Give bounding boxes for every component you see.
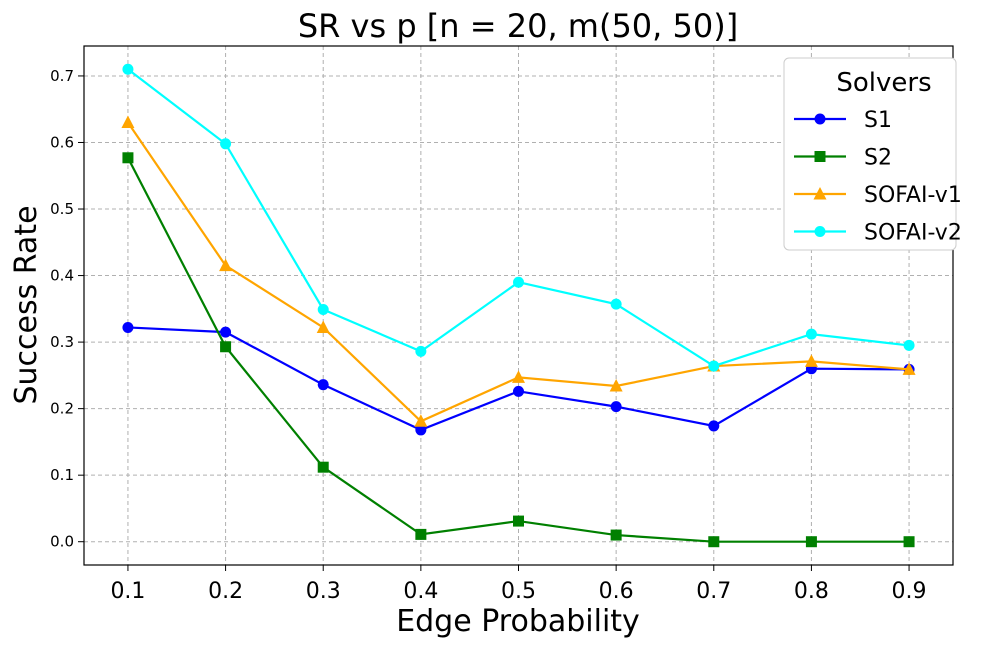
data-point-s1 [122, 321, 134, 333]
legend-title: Solvers [836, 68, 931, 98]
legend-entries: S1 S2 SOFAI-v1 SOFAI-v2 [794, 108, 962, 246]
legend-swatch-marker [813, 187, 827, 200]
data-point-sofai-v1 [512, 370, 525, 383]
data-point-sofai-v2 [415, 345, 427, 357]
legend-entry-sofai-v1: SOFAI-v1 [794, 183, 962, 208]
data-point-s2 [805, 536, 817, 548]
data-point-sofai-v2 [708, 360, 720, 372]
data-point-s2 [317, 461, 329, 473]
data-point-s2 [610, 529, 622, 541]
data-point-s1 [415, 424, 427, 436]
x-tick-label: 0.9 [892, 579, 927, 604]
x-tick-label: 0.7 [696, 579, 731, 604]
x-tick-label: 0.2 [208, 579, 243, 604]
legend-entry-s1: S1 [794, 108, 892, 133]
data-point-sofai-v1 [414, 414, 428, 427]
series-s1 [122, 321, 915, 436]
x-axis-ticks: 0.1 0.2 0.3 0.4 0.5 0.6 0.7 0.8 0.9 [110, 565, 927, 604]
data-point-sofai-v2 [220, 138, 232, 150]
data-point-sofai-v2 [317, 303, 329, 315]
legend-label: S1 [864, 108, 892, 133]
y-tick-label: 0.4 [50, 267, 74, 285]
series-layer [121, 63, 916, 548]
data-point-s2 [903, 536, 915, 548]
data-point-sofai-v1 [804, 354, 818, 367]
data-point-s1 [708, 420, 720, 432]
data-point-s1 [317, 379, 329, 391]
x-tick-label: 0.6 [599, 579, 634, 604]
y-tick-label: 0.6 [50, 133, 74, 151]
legend-label: SOFAI-v1 [864, 183, 962, 208]
y-tick-label: 0.3 [50, 333, 74, 351]
legend-label: S2 [864, 146, 892, 171]
x-axis-label: Edge Probability [396, 604, 640, 639]
x-tick-label: 0.8 [794, 579, 829, 604]
data-point-sofai-v1 [219, 258, 233, 272]
chart-title: SR vs p [n = 20, m(50, 50)] [298, 7, 738, 45]
y-tick-label: 0.7 [50, 67, 74, 85]
data-point-sofai-v2 [903, 339, 915, 351]
x-tick-label: 0.5 [501, 579, 536, 604]
legend-entry-s2: S2 [794, 146, 892, 171]
data-point-sofai-v1 [121, 115, 135, 129]
legend-swatch-marker [814, 226, 826, 237]
x-tick-label: 0.1 [110, 579, 145, 604]
y-tick-label: 0.2 [50, 400, 74, 418]
y-tick-label: 0.1 [50, 466, 74, 484]
data-point-s2 [122, 152, 134, 164]
legend-label: SOFAI-v2 [864, 221, 962, 246]
legend-swatch-marker [814, 113, 826, 125]
data-point-s1 [220, 326, 232, 338]
data-point-s2 [708, 536, 720, 548]
y-tick-label: 0.5 [50, 200, 74, 218]
x-tick-label: 0.4 [403, 579, 438, 604]
legend-box [783, 57, 957, 251]
data-point-sofai-v2 [805, 328, 817, 340]
y-tick-label: 0.0 [50, 533, 74, 551]
data-point-sofai-v2 [513, 276, 524, 288]
x-tick-label: 0.3 [306, 579, 341, 604]
data-point-s2 [415, 528, 427, 540]
data-point-sofai-v1 [609, 379, 623, 392]
y-axis-ticks: 0.0 0.1 0.2 0.3 0.4 0.5 0.6 0.7 [50, 67, 84, 551]
y-axis-label: Success Rate [9, 205, 44, 404]
series-s2 [122, 152, 915, 548]
data-point-s2 [513, 515, 524, 527]
data-point-s1 [610, 401, 622, 413]
legend: Solvers S1 S2 SOFAI-v1 SOFAI-v2 [783, 57, 962, 251]
legend-swatch-marker [814, 151, 826, 162]
data-point-sofai-v1 [316, 320, 330, 333]
data-point-s1 [513, 385, 524, 397]
plot-frame [83, 45, 954, 566]
data-point-sofai-v2 [122, 63, 134, 75]
data-point-s2 [220, 341, 232, 353]
series-sofai-v2 [122, 63, 915, 372]
data-point-sofai-v2 [610, 298, 622, 310]
legend-entry-sofai-v2: SOFAI-v2 [794, 221, 962, 246]
data-point-sofai-v1 [902, 362, 916, 375]
